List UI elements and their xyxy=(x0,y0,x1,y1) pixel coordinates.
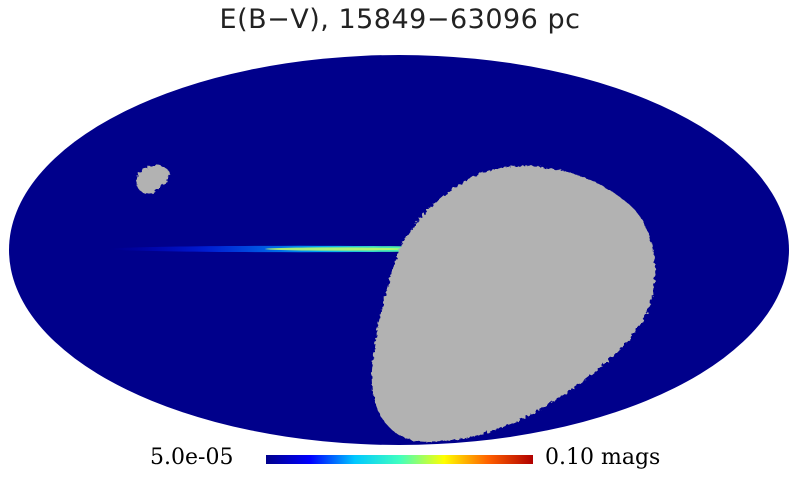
galactic-plane-core xyxy=(265,247,405,251)
colorbar-max-label: 0.10 mags xyxy=(545,445,661,470)
colorbar-min-label: 5.0e-05 xyxy=(150,445,234,470)
map-title: E(B−V), 15849−63096 pc xyxy=(219,4,581,35)
masked-region-large xyxy=(371,166,656,442)
masked-region-small xyxy=(136,165,169,194)
colorbar xyxy=(266,455,533,464)
